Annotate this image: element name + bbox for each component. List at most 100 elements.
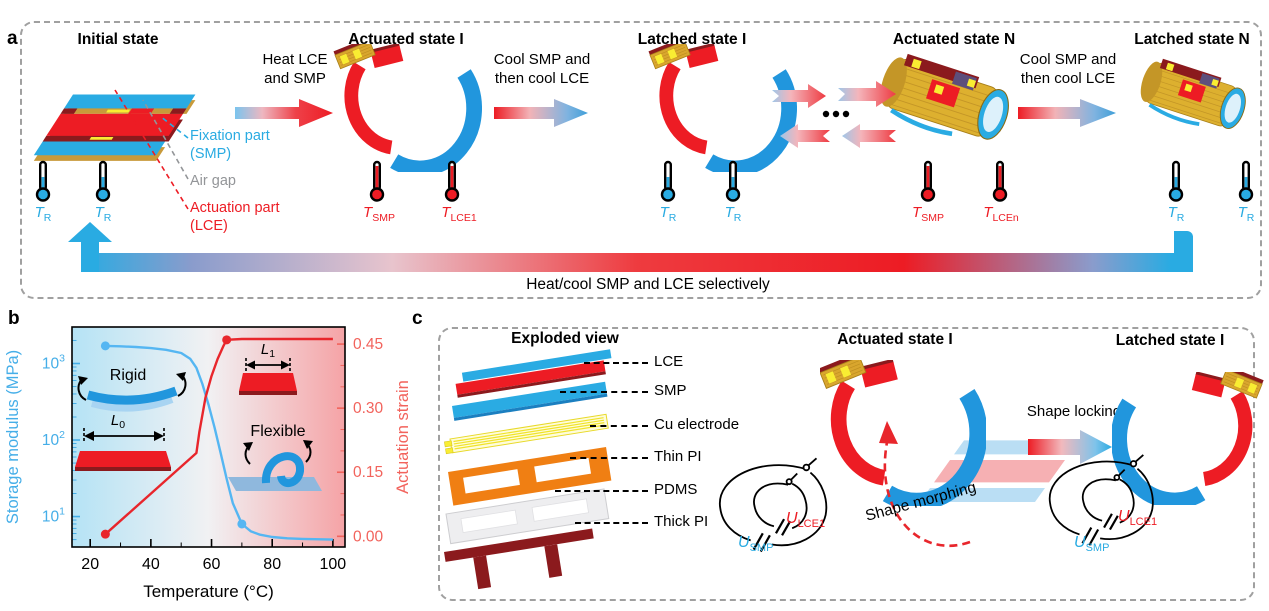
exploded-view-stack: [444, 349, 612, 590]
svg-text:100: 100: [320, 556, 347, 573]
dma-strain-chart: 20 40 60 80 100 101 102 103 0.00 0.15 0.30 0.45 Stor…: [4, 326, 412, 601]
state-title-latched-n: Latched state N: [1134, 31, 1250, 48]
svg-text:102: 102: [42, 429, 65, 449]
voltage-smp-label: USMP: [738, 534, 774, 554]
flexible-label: Flexible: [250, 423, 305, 440]
thermometer-icon: [991, 160, 1009, 202]
layer-label-thin-pi: Thin PI: [654, 448, 702, 465]
inset-rigid-illustration: Rigid: [77, 367, 187, 412]
svg-text:20: 20: [81, 556, 99, 573]
layer-thick-pi-graphic: [444, 528, 594, 590]
inset-l1-bar: L1: [239, 341, 297, 395]
chart-plot-layer: 20 40 60 80 100 101 102 103 0.00 0.15 0.30 0.45 Stor…: [4, 326, 412, 601]
svg-text:Actuation strain: Actuation strain: [394, 380, 412, 494]
svg-text:0.00: 0.00: [353, 528, 384, 545]
svg-text:Temperature (°C): Temperature (°C): [143, 582, 274, 601]
temp-label: TR: [94, 204, 112, 224]
temp-label: TR: [1167, 204, 1185, 224]
layer-cu-electrode-graphic: [444, 413, 609, 455]
thermometer-icon: [919, 160, 937, 202]
thermometer-icon: [34, 160, 52, 202]
layer-lce-graphic: [455, 349, 612, 398]
inset-flexible-illustration: Flexible: [228, 423, 322, 491]
section-title-actuated: Actuated state I: [837, 331, 953, 348]
voltage-lce-label: ULCE1: [786, 510, 826, 530]
temp-label: TR: [659, 204, 677, 224]
layer-label-pdms: PDMS: [654, 481, 698, 498]
rigid-label: Rigid: [110, 367, 146, 384]
leader-smp: [560, 391, 648, 393]
heat-arrow: [235, 99, 333, 127]
svg-text:Storage modulus (MPa): Storage modulus (MPa): [4, 350, 22, 524]
transition-heat-text: Heat LCE and SMP: [262, 51, 328, 87]
state-title-actuated-n: Actuated state N: [892, 31, 1016, 48]
cool-arrow-1: [494, 99, 588, 127]
temp-label: TR: [34, 204, 52, 224]
svg-text:0.30: 0.30: [353, 400, 384, 417]
circuit-actuated: [703, 453, 855, 565]
legend-leader-lines: [114, 89, 189, 210]
thermometer-icon: [724, 160, 742, 202]
legend-actuation-part: Actuation part (LCE): [190, 200, 280, 234]
svg-text:103: 103: [42, 353, 65, 373]
shape-locking-label: Shape locking: [1026, 403, 1122, 420]
panel-b-label: b: [8, 308, 20, 329]
temp-label: TR: [724, 204, 742, 224]
svg-text:0.45: 0.45: [353, 336, 383, 353]
cool-arrow-2: [1018, 99, 1116, 127]
svg-text:40: 40: [142, 556, 160, 573]
temp-label: TLCE1: [441, 204, 477, 224]
legend-air-gap: Air gap: [190, 173, 236, 189]
l1-label: L1: [261, 341, 275, 360]
morphing-dashed-arc: [883, 436, 971, 548]
voltage-smp-label: USMP: [1074, 534, 1110, 554]
section-title-latched: Latched state I: [1115, 332, 1225, 349]
panel-a-label: a: [7, 28, 18, 49]
panel-a-border: [20, 21, 1262, 299]
layer-label-thick-pi: Thick PI: [654, 513, 709, 530]
layer-smp-graphic: [452, 381, 608, 421]
thermometer-icon: [443, 160, 461, 202]
repeat-cycle-arrows: [772, 81, 896, 148]
svg-text:101: 101: [42, 506, 65, 526]
shape-locking-arrow: [1028, 430, 1112, 464]
morphing-arrowhead: [879, 421, 898, 444]
cycle-label: Heat/cool SMP and LCE selectively: [526, 276, 770, 293]
thermometer-icon: [659, 160, 677, 202]
cycle-elbow: [1174, 231, 1193, 257]
panel-c-label: c: [412, 308, 423, 329]
temp-label: TR: [1237, 204, 1255, 224]
legend-fixation-part: Fixation part (SMP): [190, 128, 270, 162]
layer-label-cu: Cu electrode: [654, 416, 740, 433]
thermometer-icon: [1237, 160, 1255, 202]
leader-thick-pi: [575, 522, 648, 524]
svg-text:80: 80: [263, 556, 281, 573]
temp-label: TSMP: [363, 204, 395, 224]
inset-l0-bar: L0: [75, 412, 171, 471]
leader-cu: [590, 425, 648, 427]
thermometer-icon: [94, 160, 112, 202]
cycle-gradient-bar: [81, 253, 1193, 272]
state-title-actuated-1: Actuated state I: [348, 31, 464, 48]
transition-cool-2-text: Cool SMP and then cool LCE: [1019, 51, 1117, 87]
temp-label: TLCEn: [983, 204, 1019, 224]
thermometer-icon: [368, 160, 386, 202]
thermometer-icon: [1167, 160, 1185, 202]
svg-text:0.15: 0.15: [353, 464, 383, 481]
voltage-lce-label: ULCE1: [1118, 508, 1158, 528]
layer-pdms-graphic: [445, 488, 610, 545]
l0-label: L0: [111, 412, 125, 431]
leader-thin-pi: [570, 457, 648, 459]
layer-label-smp: SMP: [654, 382, 687, 399]
section-title-exploded: Exploded view: [511, 330, 619, 347]
leader-pdms: [555, 490, 648, 492]
cycle-up-arrow: [68, 222, 112, 272]
panel-c-border: [438, 327, 1255, 601]
device-latched-n-tube: [1128, 54, 1263, 152]
leader-lce: [584, 362, 648, 364]
transition-cool-1-text: Cool SMP and then cool LCE: [493, 51, 591, 87]
svg-text:60: 60: [203, 556, 221, 573]
layer-label-lce: LCE: [654, 353, 684, 370]
state-title-latched-1: Latched state I: [637, 31, 747, 48]
